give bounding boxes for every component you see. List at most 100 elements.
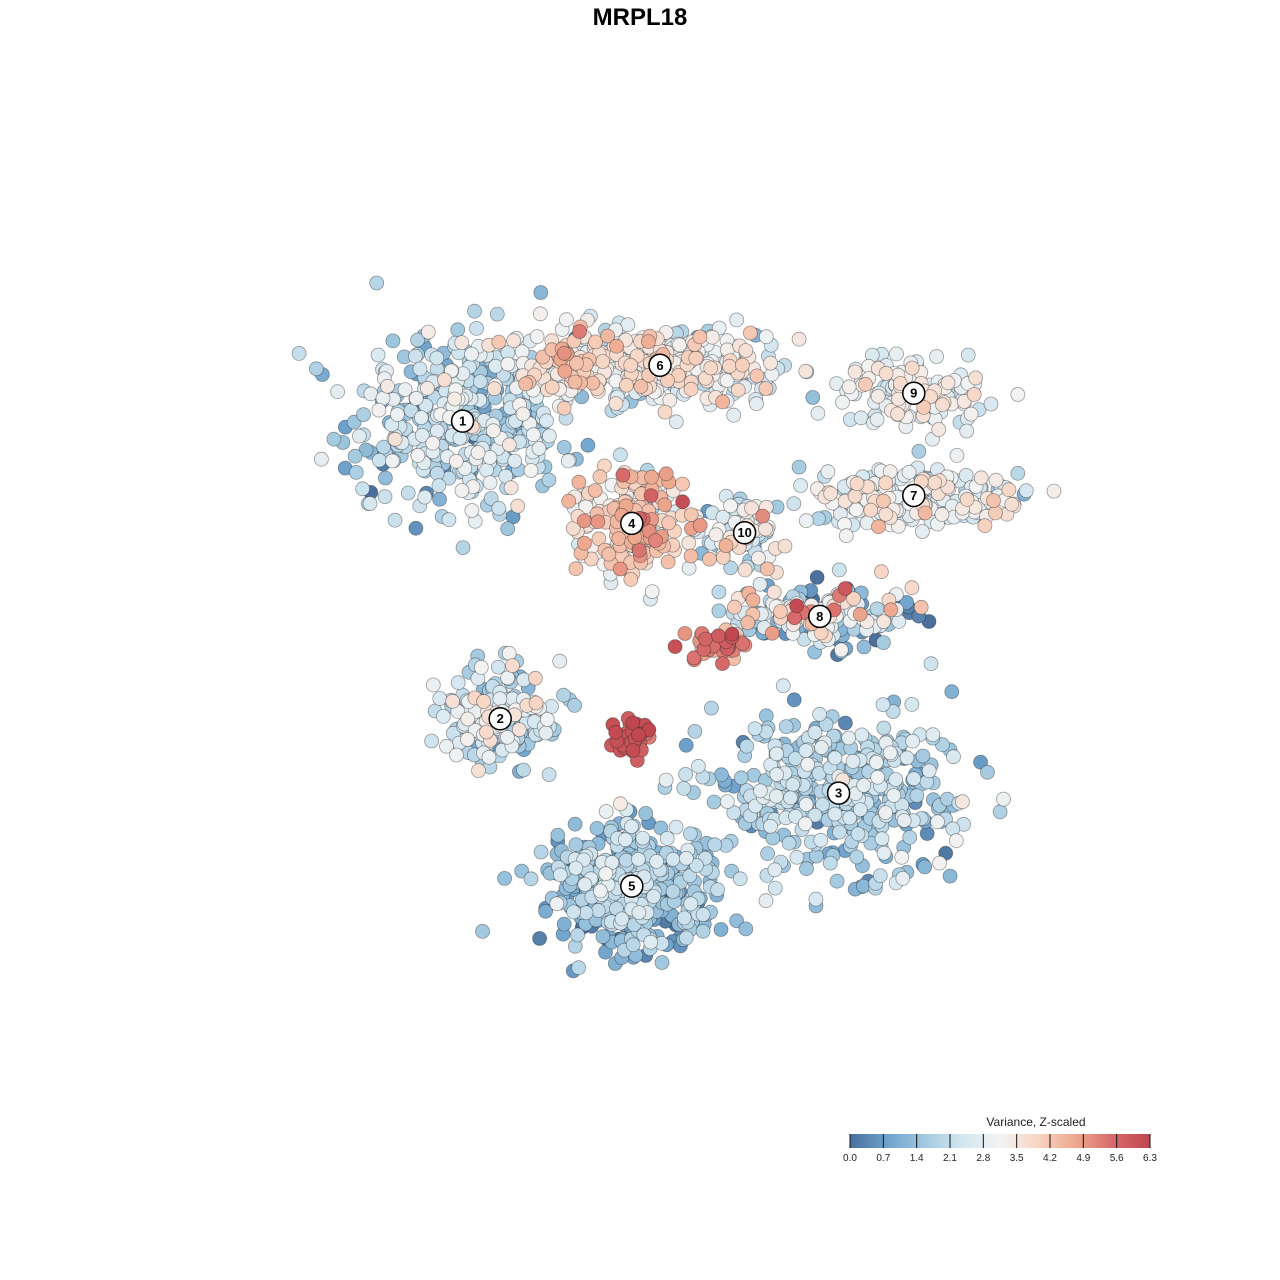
data-point xyxy=(786,692,802,708)
data-point xyxy=(479,724,494,740)
data-point xyxy=(846,591,861,607)
data-point xyxy=(469,320,484,336)
data-point xyxy=(570,927,585,943)
cluster-label-text: 3 xyxy=(835,786,842,801)
data-point xyxy=(768,788,784,804)
data-point xyxy=(899,750,915,766)
data-point xyxy=(905,733,920,749)
data-point xyxy=(657,404,673,420)
cluster-label-text: 1 xyxy=(459,414,466,429)
data-point xyxy=(767,862,783,878)
data-point xyxy=(711,584,727,600)
data-point xyxy=(764,625,780,641)
data-point xyxy=(793,478,808,493)
data-point xyxy=(600,328,615,344)
data-point xyxy=(722,358,737,374)
data-point xyxy=(403,402,419,418)
data-point xyxy=(450,322,466,338)
data-point xyxy=(695,923,711,939)
data-point xyxy=(598,866,614,882)
data-point xyxy=(973,754,988,770)
data-point xyxy=(592,883,608,899)
data-point xyxy=(407,348,423,364)
data-point xyxy=(625,937,641,953)
data-point xyxy=(601,546,617,562)
data-point xyxy=(934,507,950,522)
data-point xyxy=(435,709,451,724)
cluster-label-badge xyxy=(902,381,926,405)
data-point xyxy=(904,697,920,712)
data-point xyxy=(763,355,778,371)
data-point xyxy=(930,814,945,830)
data-point xyxy=(726,407,742,423)
data-point xyxy=(889,346,904,362)
data-point xyxy=(729,312,745,328)
data-point xyxy=(955,794,970,810)
data-point xyxy=(874,831,890,847)
data-point xyxy=(475,924,490,939)
data-point xyxy=(631,727,646,743)
data-point xyxy=(973,470,989,486)
legend-tick-label: 1.4 xyxy=(910,1153,924,1164)
data-point xyxy=(745,592,761,608)
data-point xyxy=(683,548,699,564)
data-point xyxy=(915,524,930,539)
legend-tick-label: 2.1 xyxy=(943,1153,957,1164)
data-point xyxy=(904,580,920,596)
chart-title: MRPL18 xyxy=(592,4,688,31)
data-point xyxy=(812,706,827,722)
data-point xyxy=(376,439,392,455)
data-point xyxy=(481,749,497,765)
data-point xyxy=(577,877,593,892)
data-point xyxy=(847,488,863,504)
data-point xyxy=(921,763,937,779)
legend-tick-label: 6.3 xyxy=(1143,1153,1157,1164)
data-point xyxy=(735,636,750,651)
legend-ticks: 0.0 0.7 1.4 2.1 2.8 3.5 4.2 4.9 5.6 6.3 xyxy=(843,1134,1157,1164)
data-point xyxy=(595,929,611,944)
data-point xyxy=(876,845,892,861)
data-point xyxy=(787,751,803,766)
data-point xyxy=(687,724,703,739)
data-point xyxy=(472,374,488,389)
data-point xyxy=(738,921,754,937)
data-point xyxy=(618,832,633,848)
data-point xyxy=(377,470,393,486)
data-point xyxy=(648,533,663,548)
data-point xyxy=(896,813,912,828)
data-point xyxy=(963,406,979,422)
data-point xyxy=(769,746,784,762)
data-point xyxy=(758,381,774,396)
data-point xyxy=(869,412,885,427)
data-point xyxy=(753,783,768,799)
data-point xyxy=(715,656,730,671)
data-point xyxy=(501,645,517,661)
data-point xyxy=(988,505,1003,521)
data-point xyxy=(658,772,674,788)
data-point xyxy=(827,806,843,822)
data-point xyxy=(448,453,464,469)
data-point xyxy=(503,480,519,496)
data-point xyxy=(810,405,826,421)
cluster-label-8: 8 xyxy=(808,604,832,629)
legend-tick-label: 4.2 xyxy=(1043,1153,1057,1164)
data-point xyxy=(614,911,630,927)
data-point xyxy=(613,796,628,812)
data-point xyxy=(633,379,649,394)
data-point xyxy=(689,858,704,873)
data-point xyxy=(460,711,476,727)
data-point xyxy=(486,381,502,397)
data-point xyxy=(783,790,798,806)
cluster-label-text: 10 xyxy=(737,525,751,540)
data-point xyxy=(911,443,927,459)
data-point xyxy=(649,854,664,869)
data-point xyxy=(400,485,416,501)
data-point xyxy=(883,602,899,618)
data-point xyxy=(778,719,794,734)
data-point xyxy=(595,354,611,369)
data-point xyxy=(847,364,863,380)
data-point xyxy=(420,324,436,340)
data-point xyxy=(467,303,482,319)
data-point xyxy=(729,913,744,929)
data-point xyxy=(450,675,466,691)
